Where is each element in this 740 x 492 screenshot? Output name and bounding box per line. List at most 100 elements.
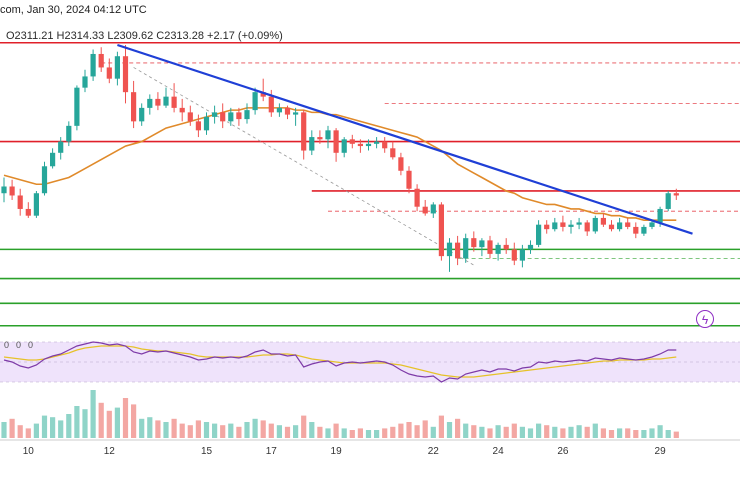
volume-bar-58 — [471, 425, 477, 438]
candle-73 — [592, 215, 598, 234]
candle-28 — [228, 107, 234, 126]
candle-body — [649, 222, 655, 227]
x-tick-label: 29 — [655, 446, 667, 457]
volume-bar-17 — [139, 418, 145, 438]
candle-80 — [649, 220, 655, 230]
candle-43 — [349, 134, 355, 149]
volume-bar-50 — [406, 422, 412, 438]
candle-body — [155, 98, 161, 106]
candle-51 — [414, 184, 420, 212]
lightning-icon[interactable]: ϟ — [696, 310, 714, 328]
candle-body — [390, 148, 396, 158]
candle-body — [641, 226, 647, 234]
candle-body — [203, 116, 210, 131]
candle-14 — [114, 51, 120, 86]
candle-59 — [479, 238, 485, 257]
volume-bar-20 — [163, 422, 169, 438]
candle-body — [1, 186, 7, 194]
volume-bar-39 — [317, 426, 323, 438]
volume-bar-68 — [552, 426, 558, 438]
candle-27 — [220, 103, 226, 129]
volume-bar-21 — [171, 418, 177, 438]
volume-bar-44 — [357, 428, 363, 438]
volume-bar-60 — [487, 428, 493, 438]
candle-body — [625, 222, 631, 227]
volume-bar-8 — [66, 414, 72, 438]
candle-body — [187, 112, 193, 122]
candle-body — [617, 222, 623, 230]
candle-82 — [665, 190, 671, 212]
candle-body — [301, 112, 307, 151]
candle-7 — [58, 137, 64, 160]
candle-50 — [406, 166, 412, 194]
candle-body — [341, 139, 347, 153]
volume-bar-30 — [244, 422, 250, 438]
rsi-panel — [0, 341, 740, 383]
candle-39 — [317, 130, 323, 144]
candle-13 — [106, 58, 112, 84]
rsi-label: 0 — [28, 340, 33, 350]
volume-bar-9 — [74, 406, 80, 438]
candle-body — [147, 98, 153, 108]
volume-bar-59 — [479, 426, 485, 438]
volume-bar-66 — [536, 423, 542, 438]
candle-65 — [527, 240, 534, 254]
volume-bar-52 — [422, 420, 428, 438]
candle-61 — [495, 242, 501, 261]
candle-21 — [171, 83, 177, 113]
volume-bar-55 — [446, 422, 453, 438]
volume-bar-54 — [438, 415, 444, 438]
volume-bar-47 — [382, 428, 388, 438]
candle-body — [430, 204, 436, 214]
volume-bar-75 — [608, 430, 615, 438]
candle-37 — [301, 110, 307, 160]
volume-bar-35 — [284, 426, 291, 438]
candle-body — [260, 92, 266, 97]
candle-56 — [455, 235, 461, 266]
candle-58 — [471, 231, 477, 252]
volume-bar-2 — [17, 425, 23, 438]
volume-bar-33 — [268, 423, 274, 438]
volume-bar-41 — [333, 423, 339, 438]
candle-32 — [260, 78, 266, 102]
volume-bar-64 — [519, 426, 525, 438]
candle-body — [9, 186, 15, 196]
candle-17 — [139, 103, 145, 126]
candle-body — [50, 152, 56, 167]
volume-bar-83 — [673, 431, 679, 438]
volume-bar-27 — [220, 425, 226, 438]
candle-body — [325, 130, 331, 140]
candle-75 — [608, 220, 615, 232]
candle-body — [33, 193, 39, 216]
x-tick-label: 10 — [23, 446, 35, 457]
candle-body — [479, 240, 485, 248]
candle-body — [195, 121, 201, 131]
candles — [1, 44, 679, 272]
candle-83 — [673, 188, 679, 200]
volume-bar-67 — [544, 425, 550, 438]
candle-67 — [544, 220, 550, 234]
candle-54 — [438, 202, 444, 261]
x-tick-label: 24 — [493, 446, 505, 457]
candle-body — [268, 96, 274, 113]
volume-bar-53 — [430, 426, 436, 438]
volume-bar-82 — [665, 430, 671, 438]
candle-60 — [487, 235, 493, 259]
x-tick-label: 15 — [201, 446, 213, 457]
volume-bar-31 — [252, 418, 258, 438]
candle-body — [139, 107, 145, 122]
volume-bar-23 — [187, 425, 193, 438]
volume-bar-16 — [131, 404, 137, 438]
volume-bar-46 — [374, 430, 380, 438]
candle-25 — [203, 112, 210, 135]
volume-bar-3 — [25, 428, 31, 438]
volume-bar-62 — [503, 426, 509, 438]
candle-48 — [390, 141, 396, 160]
volume-bar-37 — [301, 415, 307, 438]
candle-body — [309, 137, 315, 151]
diagonal-guide — [133, 67, 475, 266]
candle-30 — [244, 103, 250, 124]
candle-body — [600, 217, 606, 225]
candle-5 — [41, 161, 48, 196]
